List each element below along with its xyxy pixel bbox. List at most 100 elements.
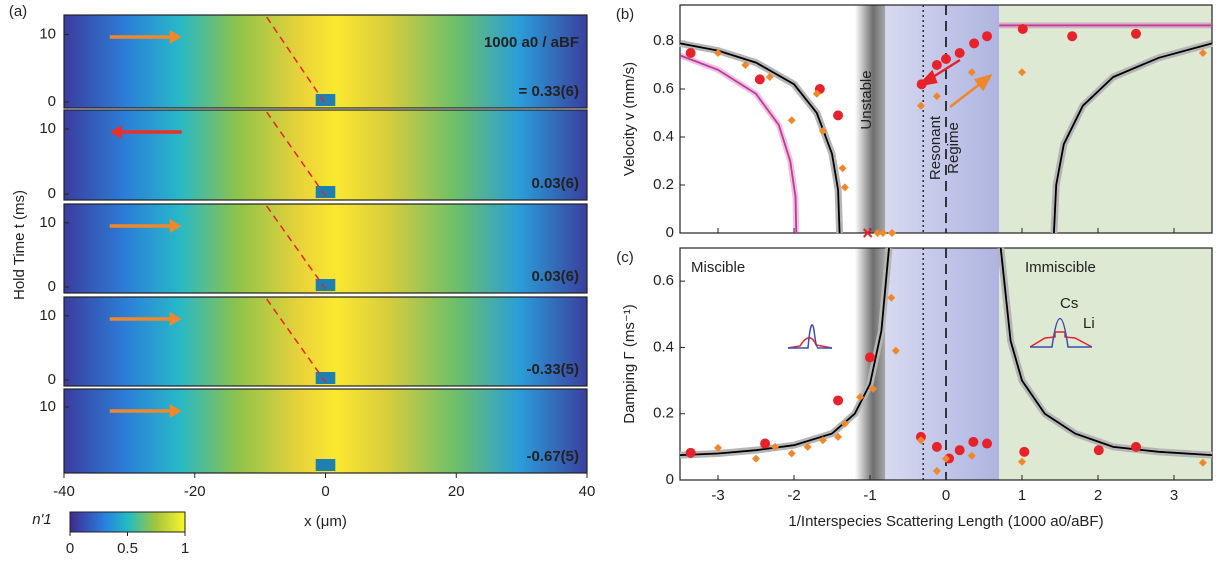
- data-point: [833, 395, 844, 406]
- y-axis-label: Velocity v (mm/s): [621, 62, 638, 176]
- data-point: [1131, 28, 1141, 39]
- region: [999, 5, 1212, 233]
- y-tick-label: 0: [48, 371, 56, 388]
- colorbar-label: n'1: [32, 511, 52, 528]
- data-point: [982, 31, 993, 42]
- y-tick-label: 0: [48, 93, 56, 110]
- data-point: [818, 127, 827, 135]
- y-tick-label: 10: [39, 307, 56, 324]
- data-point: [1018, 68, 1026, 77]
- data-point: [891, 346, 900, 355]
- data-point: [1018, 457, 1026, 466]
- x-axis-label: 1/Interspecies Scattering Length (1000 a…: [788, 513, 1103, 530]
- data-point: [869, 384, 878, 393]
- y-tick-label: 0.6: [653, 80, 674, 97]
- region: [854, 5, 886, 233]
- data-point: [840, 419, 849, 428]
- x-tick-label: -3: [711, 487, 724, 504]
- trajectory: [266, 298, 327, 383]
- y-tick-label: 10: [39, 120, 56, 137]
- x-axis-label: x (μm): [304, 513, 347, 530]
- data-point: [803, 442, 812, 451]
- x-tick-label: 20: [448, 483, 465, 500]
- data-point: [752, 454, 760, 463]
- data-point: [865, 352, 875, 363]
- heatmap-panel: [63, 14, 588, 109]
- data-point: [887, 293, 896, 302]
- y-tick-label: 0: [48, 185, 56, 202]
- data-point: [888, 229, 897, 237]
- x-tick-label: 3: [1170, 487, 1178, 504]
- curve: [999, 247, 1213, 457]
- curve: [679, 42, 841, 234]
- arrow-head: [169, 219, 182, 233]
- x-tick-label: 2: [1094, 487, 1102, 504]
- data-point: [982, 438, 993, 449]
- data-point: [1017, 24, 1028, 34]
- colorbar-tick-label: 0.5: [117, 540, 138, 557]
- region: [885, 248, 1000, 480]
- data-point: [878, 229, 887, 237]
- data-point: [818, 436, 827, 445]
- core-spot: [315, 94, 336, 106]
- region: [885, 5, 1000, 233]
- data-point: [931, 60, 942, 70]
- panel-value-label: -0.67(5): [526, 448, 579, 465]
- data-point: [967, 451, 976, 460]
- panel-value-label: = 0.33(6): [519, 83, 579, 100]
- data-point: [741, 61, 750, 69]
- y-axis-label: Hold Time t (ms): [11, 190, 28, 300]
- core-spot: [315, 372, 336, 384]
- annotation: Miscible: [691, 259, 745, 276]
- inset-miscible: [787, 324, 833, 349]
- data-point: [787, 449, 796, 458]
- arrow-head: [169, 404, 182, 418]
- annotation: Immiscible: [1025, 259, 1096, 276]
- data-point: [833, 110, 844, 121]
- y-tick-label: 10: [39, 25, 56, 42]
- data-point: [916, 101, 925, 110]
- y-axis-label: Damping Γ (ms⁻¹): [621, 304, 638, 424]
- y-tick-label: 0.2: [653, 405, 674, 422]
- colorbar-tick-label: 0: [66, 540, 74, 557]
- x-tick-label: -20: [184, 483, 206, 500]
- data-point: [931, 441, 942, 452]
- data-point: [954, 445, 965, 456]
- arrow-head: [169, 312, 182, 326]
- data-point: [834, 432, 843, 441]
- colorbar-tick-label: 1: [181, 540, 189, 557]
- data-point: [812, 89, 821, 98]
- annotation: Li: [1083, 315, 1095, 332]
- heatmap-panel: [63, 296, 588, 387]
- data-point: [856, 393, 865, 402]
- data-point: [932, 92, 941, 101]
- data-point: [954, 48, 965, 58]
- data-point: [916, 436, 925, 445]
- panel-label: (b): [616, 6, 634, 23]
- data-point: [873, 229, 882, 237]
- data-point: [1198, 49, 1207, 57]
- data-point: [863, 228, 873, 238]
- y-tick-label: 10: [39, 398, 56, 415]
- arrow-head: [169, 30, 182, 44]
- heatmap-panel: [63, 203, 588, 294]
- data-point: [685, 48, 696, 58]
- annotation: Resonant: [927, 115, 944, 180]
- data-point: [714, 443, 722, 452]
- x-tick-label: 1: [1018, 487, 1026, 504]
- x-tick-label: 0: [321, 483, 329, 500]
- core-spot: [315, 459, 336, 471]
- data-point: [685, 447, 696, 458]
- panel-value-label: -0.33(5): [526, 361, 579, 378]
- y-tick-label: 0.6: [653, 272, 674, 289]
- data-point: [714, 49, 722, 57]
- data-point: [941, 54, 951, 64]
- x-tick-label: 40: [579, 483, 596, 500]
- panel-header: 1000 a0 / aBF: [484, 34, 579, 51]
- data-point: [1067, 31, 1078, 42]
- y-tick-label: 0: [666, 224, 674, 241]
- data-point: [754, 74, 765, 85]
- data-point: [967, 68, 976, 77]
- arrow-head: [109, 125, 122, 139]
